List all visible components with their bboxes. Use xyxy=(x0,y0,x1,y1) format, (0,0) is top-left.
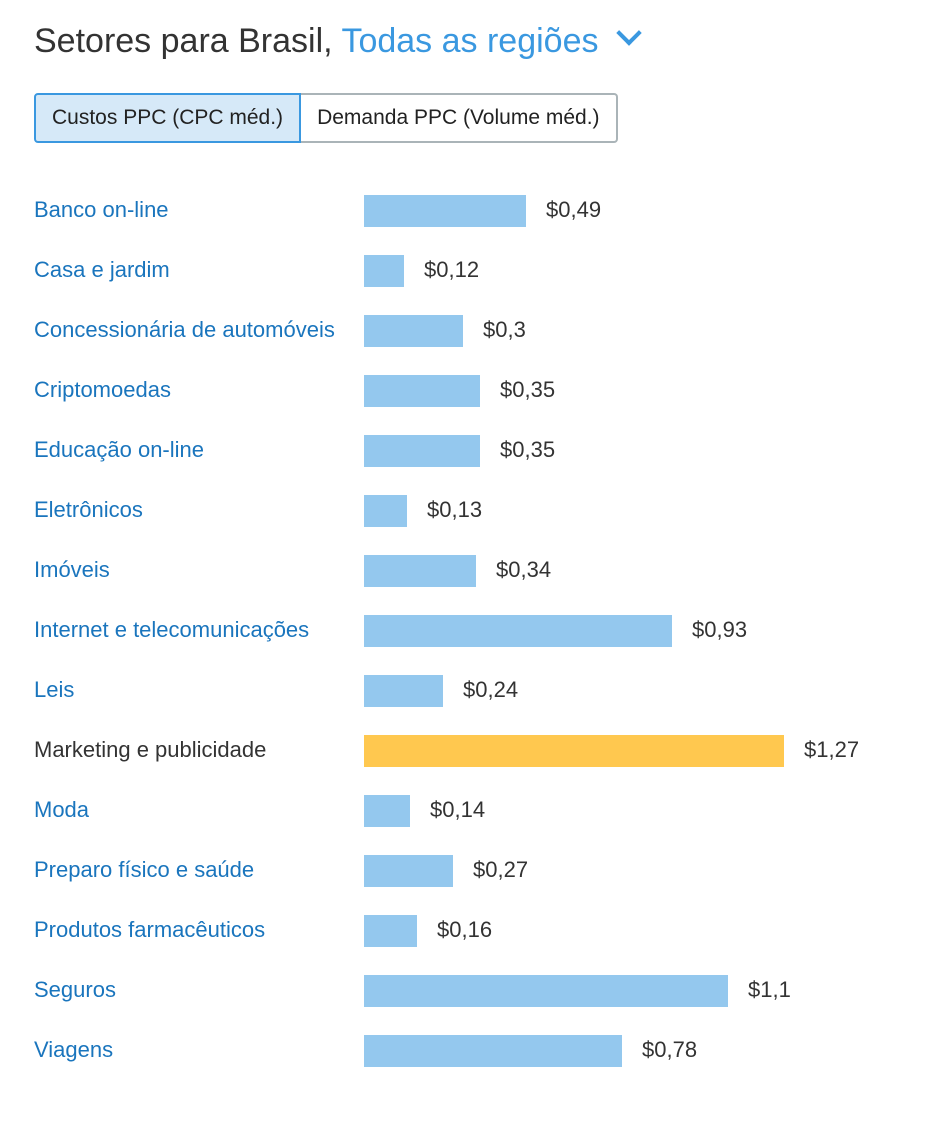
metric-toggle: Custos PPC (CPC méd.) Demanda PPC (Volum… xyxy=(34,93,618,143)
chart-row: Casa e jardim $0,12 xyxy=(0,241,942,301)
category-label[interactable]: Banco on-line xyxy=(34,197,169,222)
chart-row: Seguros $1,1 xyxy=(0,961,942,1021)
chart-row: Imóveis $0,34 xyxy=(0,541,942,601)
value-label: $0,34 xyxy=(496,557,552,582)
category-label[interactable]: Concessionária de automóveis xyxy=(34,317,335,342)
chart-row: Moda $0,14 xyxy=(0,781,942,841)
category-label[interactable]: Criptomoedas xyxy=(34,377,171,402)
bar xyxy=(364,435,480,467)
value-label: $0,13 xyxy=(427,497,483,522)
value-label: $0,3 xyxy=(483,317,526,342)
chart-row: Concessionária de automóveis $0,3 xyxy=(0,301,942,361)
value-label: $0,35 xyxy=(500,437,556,462)
category-label[interactable]: Produtos farmacêuticos xyxy=(34,917,266,942)
chart-row: Leis $0,24 xyxy=(0,661,942,721)
value-label: $0,93 xyxy=(692,617,748,642)
value-label: $0,27 xyxy=(473,857,529,882)
bar xyxy=(364,735,784,767)
bar xyxy=(364,555,476,587)
chart-row: Viagens $0,78 xyxy=(0,1021,942,1081)
bar xyxy=(364,375,480,407)
value-label: $0,35 xyxy=(500,377,556,402)
chevron-down-icon xyxy=(616,20,643,46)
category-label[interactable]: Casa e jardim xyxy=(34,257,170,282)
region-label: Todas as regiões xyxy=(341,22,599,60)
value-label: $0,16 xyxy=(437,917,493,942)
chart-row: Criptomoedas $0,35 xyxy=(0,361,942,421)
category-label[interactable]: Moda xyxy=(34,797,90,822)
bar xyxy=(364,315,463,347)
value-label: $0,49 xyxy=(546,197,602,222)
chart-row: Educação on-line $0,35 xyxy=(0,421,942,481)
title-text: Setores para Brasil, xyxy=(34,22,333,60)
category-label[interactable]: Preparo físico e saúde xyxy=(34,857,255,882)
category-label[interactable]: Seguros xyxy=(34,977,116,1002)
category-label[interactable]: Leis xyxy=(34,677,75,702)
chart-row: Preparo físico e saúde $0,27 xyxy=(0,841,942,901)
chart-row: Eletrônicos $0,13 xyxy=(0,481,942,541)
bar xyxy=(364,495,407,527)
chart-row: Produtos farmacêuticos $0,16 xyxy=(0,901,942,961)
bar xyxy=(364,795,410,827)
value-label: $0,78 xyxy=(642,1037,698,1062)
chart-row: Internet e telecomunicações $0,93 xyxy=(0,601,942,661)
bar xyxy=(364,855,453,887)
page-title: Setores para Brasil, Todas as regiões xyxy=(34,20,643,61)
bar xyxy=(364,915,417,947)
bar xyxy=(364,675,443,707)
chart-row: Banco on-line $0,49 xyxy=(0,181,942,241)
cpc-tab[interactable]: Custos PPC (CPC méd.) xyxy=(34,93,302,143)
category-label[interactable]: Imóveis xyxy=(34,557,110,582)
category-label[interactable]: Eletrônicos xyxy=(34,497,143,522)
bar xyxy=(364,975,728,1007)
volume-tab[interactable]: Demanda PPC (Volume méd.) xyxy=(301,93,618,143)
category-label[interactable]: Educação on-line xyxy=(34,437,205,462)
value-label: $1,1 xyxy=(748,977,791,1002)
bar xyxy=(364,615,672,647)
bar xyxy=(364,195,526,227)
category-label: Marketing e publicidade xyxy=(34,737,267,762)
category-label[interactable]: Viagens xyxy=(34,1037,114,1062)
value-label: $0,24 xyxy=(463,677,519,702)
region-dropdown[interactable]: Todas as regiões xyxy=(341,20,643,60)
category-label[interactable]: Internet e telecomunicações xyxy=(34,617,310,642)
value-label: $1,27 xyxy=(804,737,860,762)
value-label: $0,14 xyxy=(430,797,486,822)
bar xyxy=(364,1035,622,1067)
value-label: $0,12 xyxy=(424,257,480,282)
bar xyxy=(364,255,404,287)
chart-row: Marketing e publicidade $1,27 xyxy=(0,721,942,781)
